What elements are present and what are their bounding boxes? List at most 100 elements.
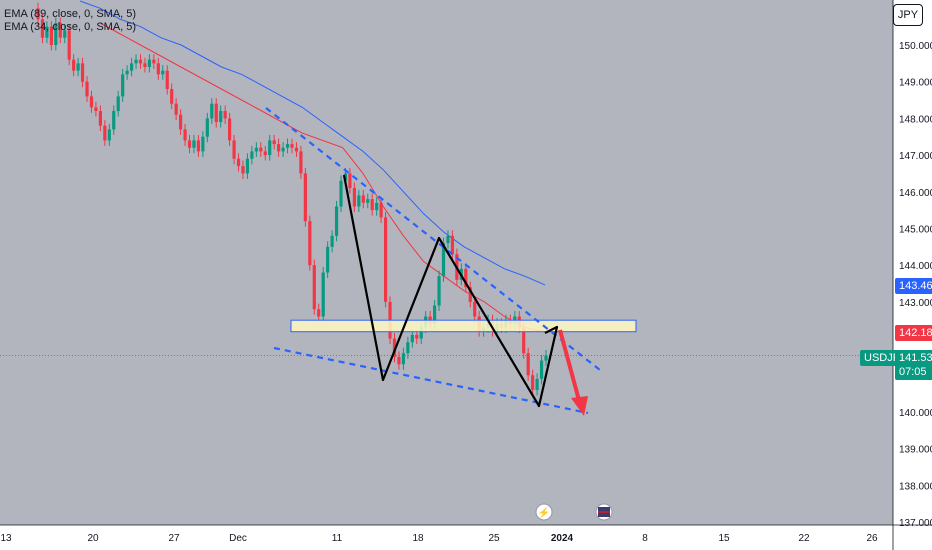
y-tick-label: 138.000 xyxy=(899,481,932,492)
candle-body xyxy=(339,180,343,207)
candle-body xyxy=(116,96,120,112)
candle-body xyxy=(544,355,548,361)
us-flag-stripe xyxy=(598,511,610,513)
candle-body xyxy=(437,276,441,306)
price-axis-panel xyxy=(893,0,932,550)
y-tick-label: 147.000 xyxy=(899,151,932,162)
candle-body xyxy=(223,111,227,119)
candle-body xyxy=(441,243,446,277)
y-tick-label: 148.000 xyxy=(899,114,932,125)
y-tick-label: 140.000 xyxy=(899,408,932,419)
candle-body xyxy=(392,338,397,357)
candle-body xyxy=(67,30,71,60)
candle-body xyxy=(228,118,232,141)
candle-body xyxy=(539,360,544,379)
candle-body xyxy=(183,129,187,141)
candle-body xyxy=(535,378,539,390)
candle-body xyxy=(370,199,374,211)
candle-body xyxy=(112,111,116,130)
candle-body xyxy=(187,140,192,148)
candle-body xyxy=(281,147,285,152)
candle-body xyxy=(290,144,294,148)
candle-body xyxy=(268,140,272,156)
candle-body xyxy=(170,89,174,104)
candle-body xyxy=(54,22,58,45)
candle-body xyxy=(464,268,468,288)
level-price-tag: 142.186 xyxy=(895,325,932,341)
candle-body xyxy=(143,63,147,68)
candle-body xyxy=(147,59,152,68)
candle-body xyxy=(285,144,290,148)
candle-body xyxy=(152,59,156,64)
candle-body xyxy=(401,353,406,365)
candle-body xyxy=(36,8,40,20)
candle-body xyxy=(174,103,178,115)
y-tick-label: 137.000 xyxy=(899,518,932,529)
x-tick-label: 25 xyxy=(488,533,500,544)
candle-body xyxy=(58,22,62,38)
candle-body xyxy=(259,147,263,152)
candle-body xyxy=(450,235,455,255)
candle-body xyxy=(196,140,201,152)
x-tick-label: 13 xyxy=(0,533,12,544)
event-icon-lightning xyxy=(535,503,553,521)
candle-body xyxy=(121,74,125,97)
candle-body xyxy=(379,202,383,218)
y-tick-label: 146.000 xyxy=(899,188,932,199)
y-tick-label: 143.000 xyxy=(899,298,932,309)
ema89-price-tag: 143.463 xyxy=(895,278,932,294)
candle-body xyxy=(361,195,365,203)
last-price-tag: 141.537 07:05 xyxy=(895,350,932,380)
indicator-legend: EMA (89, close, 0, SMA, 5) EMA (34, clos… xyxy=(4,8,136,34)
candle-body xyxy=(473,301,477,317)
candle-body xyxy=(129,63,134,71)
time-axis-panel xyxy=(0,525,932,550)
candle-body xyxy=(107,129,111,141)
candle-body xyxy=(330,235,334,247)
candle-body xyxy=(334,206,339,236)
currency-badge[interactable]: JPY xyxy=(893,4,923,26)
candle-body xyxy=(410,334,414,343)
ema34-legend[interactable]: EMA (34, close, 0, SMA, 5) xyxy=(4,21,137,33)
candle-body xyxy=(245,158,250,174)
candle-body xyxy=(397,356,401,365)
y-tick-label: 149.000 xyxy=(899,78,932,89)
candle-body xyxy=(63,30,67,38)
candle-body xyxy=(156,63,160,75)
candle-body xyxy=(76,63,80,71)
forecast-arrow-shaft xyxy=(558,329,582,405)
support-zone xyxy=(290,319,637,333)
x-tick-label: 26 xyxy=(866,533,878,544)
candle-body xyxy=(299,151,303,174)
ema89-legend[interactable]: EMA (89, close, 0, SMA, 5) xyxy=(4,8,137,20)
lower-trendline xyxy=(273,346,589,415)
candle-body xyxy=(432,305,437,324)
candle-body xyxy=(72,59,76,71)
x-tick-label: 22 xyxy=(798,533,810,544)
last-price-value: 141.537 xyxy=(899,352,932,364)
x-tick-label: Dec xyxy=(229,533,247,544)
candle-body xyxy=(89,96,94,108)
candle-body xyxy=(232,140,236,159)
ema89-line xyxy=(79,0,546,286)
candle-body xyxy=(241,166,245,174)
candle-body xyxy=(277,144,281,152)
candle-body xyxy=(49,26,53,45)
candle-body xyxy=(312,265,316,310)
candle-body xyxy=(406,342,410,354)
candle-body xyxy=(303,173,307,222)
x-tick-label: 27 xyxy=(168,533,180,544)
candle-body xyxy=(366,199,370,203)
candle-body xyxy=(219,111,223,123)
candle-body xyxy=(468,287,472,302)
candle-body xyxy=(138,59,143,64)
candle-body xyxy=(375,202,379,211)
candle-body xyxy=(348,173,352,189)
harmonic-pattern xyxy=(342,174,559,408)
candle-body xyxy=(98,111,102,126)
lightning-icon: ⚡ xyxy=(538,506,550,519)
candle-body xyxy=(263,151,267,156)
candle-body xyxy=(103,125,107,141)
